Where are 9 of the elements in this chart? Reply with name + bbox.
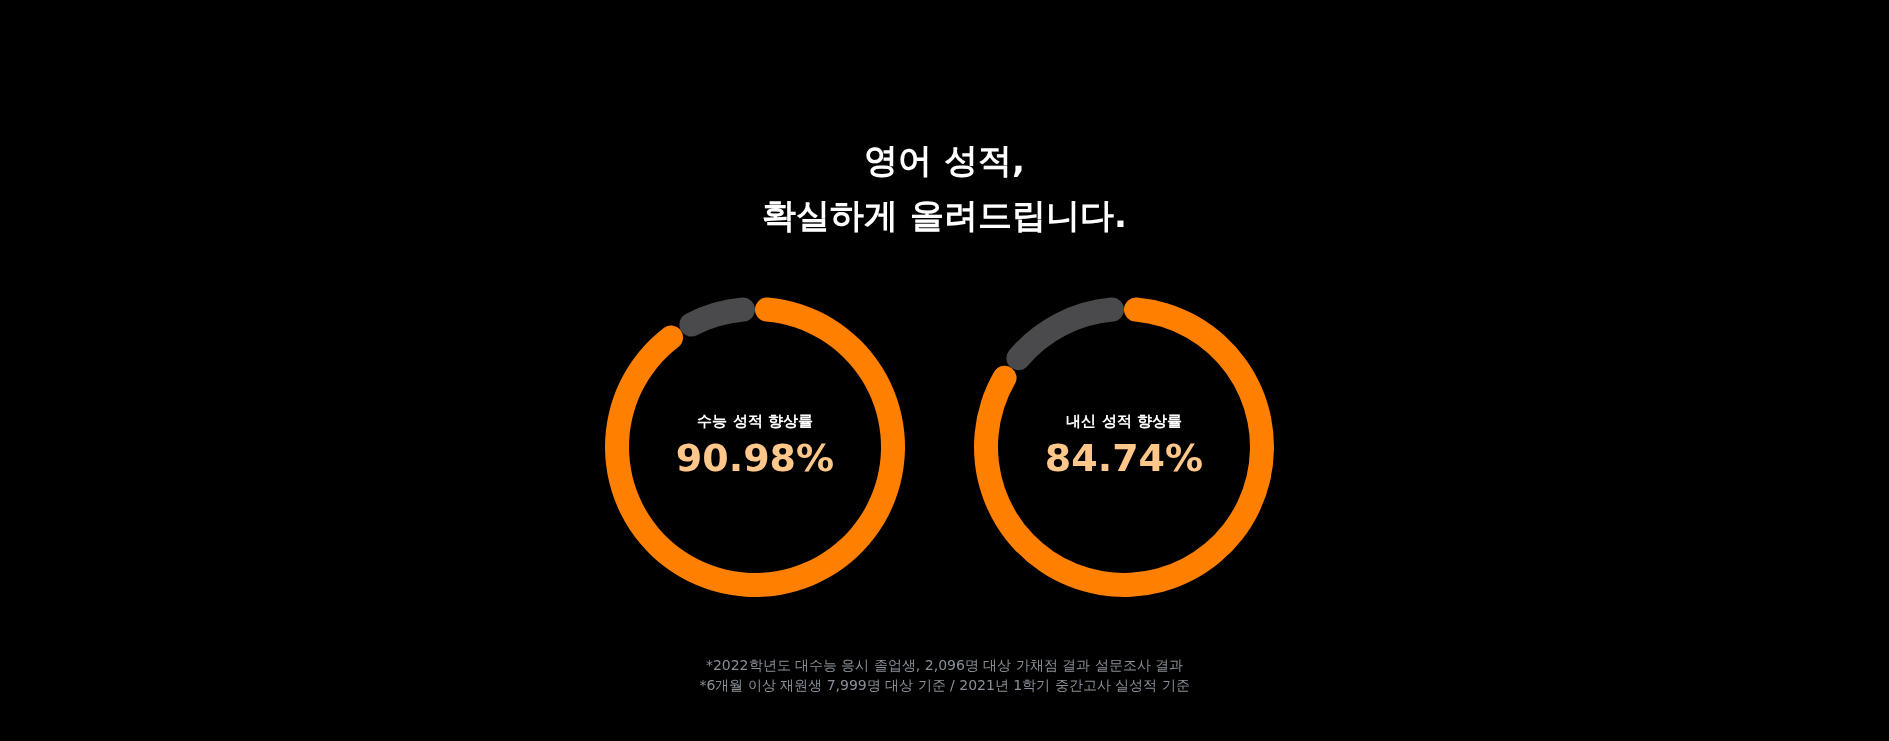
text: 수능 성적 향상률 <box>697 412 813 430</box>
text: *2022학년도 대수능 응시 졸업생, 2,096명 대상 가채점 결과 설문조사 결과 <box>705 657 1184 673</box>
data-label: 90.98% <box>675 436 835 480</box>
text: 영어 성적, 확실하게 올려드립니다. <box>762 140 1127 235</box>
data-label: 84.74% <box>1044 436 1204 480</box>
donut-slice <box>679 297 755 337</box>
donut-slice <box>605 297 905 597</box>
text: 내신 성적 향상률 <box>1066 412 1182 430</box>
text: *6개월 이상 재원생 7,999명 대상 기준 / 2021년 1학기 중간고사 실성적 기준 <box>699 677 1190 693</box>
